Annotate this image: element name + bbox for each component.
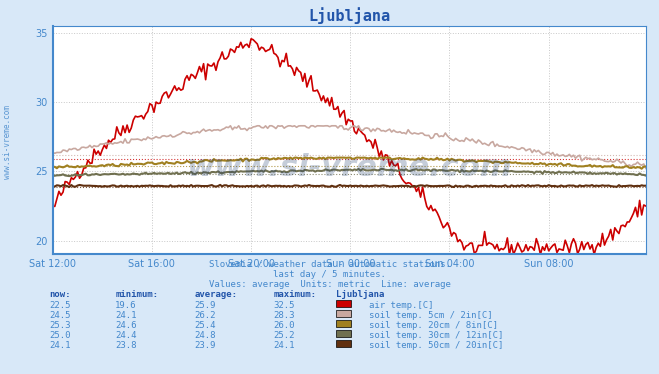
Text: 26.2: 26.2 — [194, 311, 216, 320]
Text: 25.3: 25.3 — [49, 321, 71, 330]
Text: 23.9: 23.9 — [194, 341, 216, 350]
Text: average:: average: — [194, 290, 237, 299]
Text: 24.8: 24.8 — [194, 331, 216, 340]
Text: 25.0: 25.0 — [49, 331, 71, 340]
Text: 28.3: 28.3 — [273, 311, 295, 320]
Text: maximum:: maximum: — [273, 290, 316, 299]
Text: 25.2: 25.2 — [273, 331, 295, 340]
Text: 23.8: 23.8 — [115, 341, 137, 350]
Text: soil temp. 5cm / 2in[C]: soil temp. 5cm / 2in[C] — [369, 311, 493, 320]
Text: soil temp. 30cm / 12in[C]: soil temp. 30cm / 12in[C] — [369, 331, 503, 340]
Text: Slovenia / weather data - automatic stations.: Slovenia / weather data - automatic stat… — [208, 260, 451, 269]
Text: 24.5: 24.5 — [49, 311, 71, 320]
Text: 24.6: 24.6 — [115, 321, 137, 330]
Text: 32.5: 32.5 — [273, 301, 295, 310]
Text: 19.6: 19.6 — [115, 301, 137, 310]
Text: 26.0: 26.0 — [273, 321, 295, 330]
Text: 24.1: 24.1 — [49, 341, 71, 350]
Text: 25.4: 25.4 — [194, 321, 216, 330]
Text: 22.5: 22.5 — [49, 301, 71, 310]
Text: www.si-vreme.com: www.si-vreme.com — [3, 105, 13, 179]
Text: air temp.[C]: air temp.[C] — [369, 301, 434, 310]
Text: www.si-vreme.com: www.si-vreme.com — [186, 153, 512, 182]
Title: Ljubljana: Ljubljana — [308, 7, 390, 24]
Text: 25.9: 25.9 — [194, 301, 216, 310]
Text: minimum:: minimum: — [115, 290, 158, 299]
Text: 24.4: 24.4 — [115, 331, 137, 340]
Text: now:: now: — [49, 290, 71, 299]
Text: last day / 5 minutes.: last day / 5 minutes. — [273, 270, 386, 279]
Text: Ljubljana: Ljubljana — [336, 290, 384, 299]
Text: 24.1: 24.1 — [115, 311, 137, 320]
Text: soil temp. 20cm / 8in[C]: soil temp. 20cm / 8in[C] — [369, 321, 498, 330]
Text: Values: average  Units: metric  Line: average: Values: average Units: metric Line: aver… — [208, 280, 451, 289]
Text: soil temp. 50cm / 20in[C]: soil temp. 50cm / 20in[C] — [369, 341, 503, 350]
Text: 24.1: 24.1 — [273, 341, 295, 350]
